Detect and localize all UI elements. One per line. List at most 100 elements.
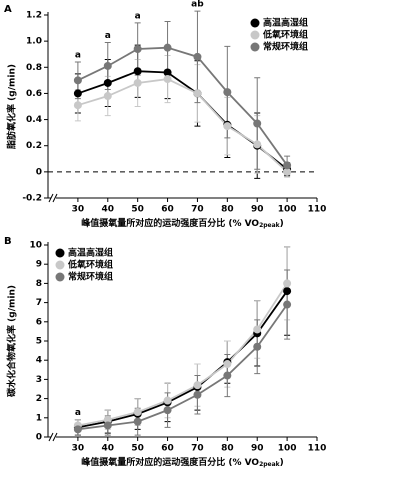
x-tick-label: 90	[251, 444, 264, 454]
x-tick-label: 100	[278, 205, 297, 215]
y-tick-label: 1	[36, 413, 42, 423]
y-tick-label: 0	[36, 433, 42, 443]
data-point	[283, 161, 292, 170]
y-tick-label: 0.8	[26, 63, 42, 73]
x-tick-label: 60	[161, 205, 174, 215]
y-tick-label: 5	[36, 337, 42, 347]
axis-break	[48, 432, 58, 442]
legend-label: 低氧环境组	[262, 29, 308, 41]
data-point	[253, 342, 262, 351]
data-point	[163, 68, 172, 77]
data-point	[193, 89, 202, 98]
legend-marker	[55, 260, 65, 270]
data-point	[103, 415, 112, 424]
legend-marker	[55, 272, 65, 282]
data-point	[103, 61, 112, 70]
y-tick-label: 0	[36, 167, 42, 177]
x-axis-label: 峰值摄氧量所对应的运动强度百分比 (% VO2peak)	[81, 217, 284, 229]
data-point	[103, 421, 112, 430]
y-axis-label: 脂肪氧化率 (g/min)	[6, 64, 18, 150]
data-point	[163, 406, 172, 415]
data-point	[223, 88, 232, 97]
data-point	[193, 390, 202, 399]
y-tick-label: 10	[29, 241, 42, 251]
y-tick-label: 0.6	[26, 89, 42, 99]
data-point	[163, 43, 172, 52]
data-point	[253, 325, 262, 334]
series-line	[77, 290, 288, 429]
y-tick-label: 1.0	[26, 37, 42, 47]
y-tick-label: 0.2	[26, 141, 42, 151]
data-point	[193, 381, 202, 390]
x-axis-label-end: )	[280, 219, 284, 229]
y-tick-label: 2	[36, 394, 42, 404]
data-point	[73, 425, 82, 434]
y-tick-label: 4	[36, 356, 42, 366]
x-tick-label: 50	[131, 444, 144, 454]
x-axis-label-main: 峰值摄氧量所对应的运动强度百分比 (% VO	[81, 217, 259, 229]
data-point	[133, 417, 142, 426]
x-tick-label: 100	[278, 444, 297, 454]
data-point	[163, 75, 172, 84]
x-axis-label: 峰值摄氧量所对应的运动强度百分比 (% VO2peak)	[81, 456, 284, 468]
data-point	[193, 52, 202, 61]
legend-marker	[250, 30, 260, 40]
series-line	[77, 78, 288, 173]
data-point	[223, 360, 232, 369]
x-axis-label-main: 峰值摄氧量所对应的运动强度百分比 (% VO	[81, 456, 259, 468]
x-tick-label: 60	[161, 444, 174, 454]
y-tick-label: 7	[36, 298, 42, 308]
x-tick-label: 70	[191, 444, 204, 454]
legend-label: 常规环境组	[263, 41, 308, 53]
series-line	[77, 46, 288, 166]
data-point	[133, 44, 142, 53]
data-point	[133, 78, 142, 87]
axis-break	[48, 193, 58, 203]
series-line	[77, 304, 288, 431]
legend-label: 高温高湿组	[263, 17, 308, 29]
y-tick-label: 9	[36, 260, 42, 270]
y-tick-label: -0.2	[22, 194, 42, 204]
x-tick-label: 90	[251, 205, 264, 215]
annotation: a	[75, 51, 81, 61]
panel-label: B	[4, 236, 12, 247]
series-line	[77, 282, 288, 427]
legend-marker	[250, 18, 260, 28]
annotation: a	[135, 11, 141, 21]
legend-label: 低氧环境组	[67, 259, 113, 271]
data-point	[73, 76, 82, 85]
data-point	[283, 287, 292, 296]
annotation: ab	[191, 0, 204, 10]
legend-label: 常规环境组	[68, 271, 113, 283]
x-tick-label: 40	[102, 205, 115, 215]
y-tick-label: 6	[36, 317, 42, 327]
data-point	[283, 167, 292, 176]
data-point	[73, 101, 82, 110]
data-point	[133, 408, 142, 417]
data-point	[73, 89, 82, 98]
x-tick-label: 80	[221, 444, 234, 454]
x-tick-label: 70	[191, 205, 204, 215]
y-tick-label: 0.4	[26, 115, 42, 125]
annotation: a	[75, 408, 81, 418]
data-point	[223, 371, 232, 380]
data-point	[223, 122, 232, 131]
x-tick-label: 110	[308, 444, 327, 454]
y-tick-label: 3	[36, 375, 42, 385]
data-point	[163, 396, 172, 405]
legend-marker	[55, 248, 65, 258]
data-point	[133, 67, 142, 76]
x-tick-label: 50	[131, 205, 144, 215]
x-tick-label: 30	[72, 444, 85, 454]
data-point	[103, 78, 112, 87]
legend-marker	[250, 42, 260, 52]
y-axis-label: 碳水化合物氧化率 (g/min)	[6, 285, 18, 397]
x-axis-label-sub: 2peak	[259, 222, 281, 229]
x-axis-label-sub: 2peak	[259, 461, 281, 468]
x-tick-label: 30	[72, 205, 85, 215]
data-point	[283, 300, 292, 309]
y-tick-label: 1.2	[26, 11, 42, 21]
annotation: a	[105, 31, 111, 41]
